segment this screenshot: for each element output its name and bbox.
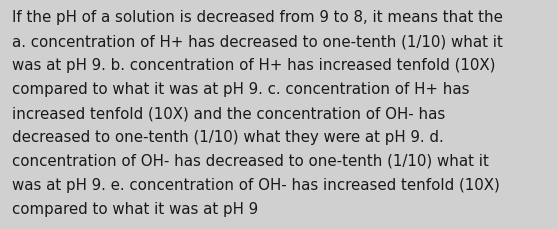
Text: If the pH of a solution is decreased from 9 to 8, it means that the: If the pH of a solution is decreased fro… xyxy=(12,10,503,25)
Text: was at pH 9. e. concentration of OH- has increased tenfold (10X): was at pH 9. e. concentration of OH- has… xyxy=(12,177,500,192)
Text: increased tenfold (10X) and the concentration of OH- has: increased tenfold (10X) and the concentr… xyxy=(12,106,445,120)
Text: compared to what it was at pH 9: compared to what it was at pH 9 xyxy=(12,201,258,216)
Text: concentration of OH- has decreased to one-tenth (1/10) what it: concentration of OH- has decreased to on… xyxy=(12,153,489,168)
Text: was at pH 9. b. concentration of H+ has increased tenfold (10X): was at pH 9. b. concentration of H+ has … xyxy=(12,58,496,73)
Text: compared to what it was at pH 9. c. concentration of H+ has: compared to what it was at pH 9. c. conc… xyxy=(12,82,470,97)
Text: a. concentration of H+ has decreased to one-tenth (1/10) what it: a. concentration of H+ has decreased to … xyxy=(12,34,503,49)
Text: decreased to one-tenth (1/10) what they were at pH 9. d.: decreased to one-tenth (1/10) what they … xyxy=(12,129,444,144)
